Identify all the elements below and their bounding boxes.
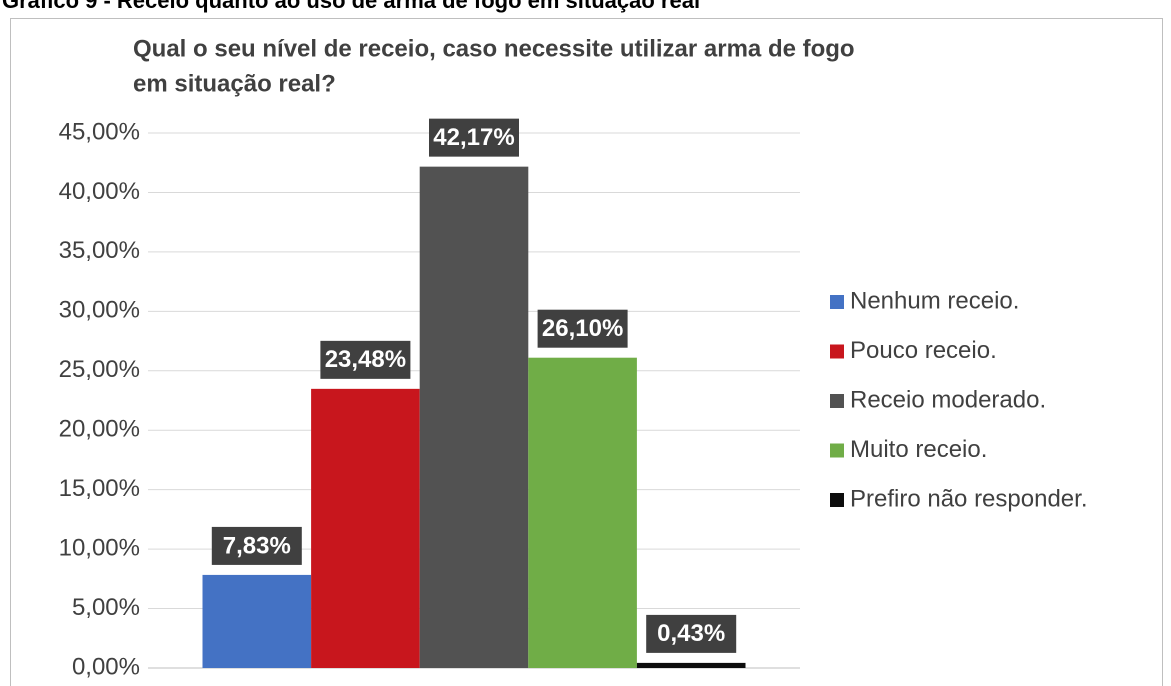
- caption: Gráfico 9 - Receio quanto ao uso de arma…: [2, 0, 700, 13]
- data-label: 26,10%: [542, 315, 623, 342]
- legend-swatch: [830, 394, 844, 408]
- legend-label: Muito receio.: [850, 436, 987, 463]
- bar: [419, 166, 529, 668]
- y-tick-label: 25,00%: [59, 356, 140, 383]
- chart-title: em situação real?: [133, 70, 336, 97]
- data-label-box: [537, 309, 628, 348]
- legend-label: Prefiro não responder.: [850, 485, 1087, 512]
- y-tick-label: 35,00%: [59, 237, 140, 264]
- bar: [202, 574, 312, 668]
- y-tick-label: 40,00%: [59, 178, 140, 205]
- legend-label: Pouco receio.: [850, 337, 997, 364]
- data-label-box: [320, 340, 411, 379]
- legend-swatch: [830, 443, 844, 458]
- y-tick-label: 15,00%: [59, 475, 140, 502]
- bar: [528, 357, 637, 668]
- legend-swatch: [830, 493, 844, 507]
- data-label: 23,48%: [325, 346, 406, 373]
- legend-label: Nenhum receio.: [850, 287, 1019, 314]
- y-tick-label: 5,00%: [72, 594, 140, 621]
- y-tick-label: 45,00%: [59, 118, 140, 145]
- bar: [636, 662, 746, 668]
- legend-swatch: [830, 295, 844, 309]
- y-tick-label: 10,00%: [59, 534, 140, 561]
- y-tick-label: 20,00%: [59, 416, 140, 443]
- data-label-box: [211, 526, 302, 565]
- data-label-box: [429, 118, 519, 157]
- chart-title: Qual o seu nível de receio, caso necessi…: [133, 35, 855, 62]
- y-tick-label: 0,00%: [72, 653, 140, 680]
- data-label: 0,43%: [657, 620, 725, 647]
- data-label: 42,17%: [433, 124, 514, 151]
- y-tick-label: 30,00%: [59, 297, 140, 324]
- bar: [311, 388, 420, 668]
- legend-swatch: [830, 344, 844, 359]
- data-label-box: [646, 614, 737, 653]
- data-label: 7,83%: [223, 532, 291, 559]
- legend-label: Receio moderado.: [850, 386, 1046, 413]
